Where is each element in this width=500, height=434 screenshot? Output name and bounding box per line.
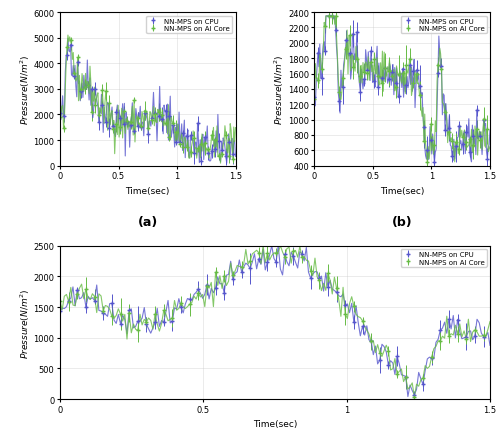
Y-axis label: $Pressure(N/m^2)$: $Pressure(N/m^2)$ [273,55,286,125]
X-axis label: Time(sec): Time(sec) [253,419,297,428]
Legend: NN-MPS on CPU, NN-MPS on AI Core: NN-MPS on CPU, NN-MPS on AI Core [400,250,486,267]
Text: (a): (a) [138,215,158,228]
Text: (b): (b) [392,215,412,228]
Legend: NN-MPS on CPU, NN-MPS on AI Core: NN-MPS on CPU, NN-MPS on AI Core [400,16,486,34]
Y-axis label: $Pressure(N/m^2)$: $Pressure(N/m^2)$ [18,55,32,125]
X-axis label: Time(sec): Time(sec) [380,186,424,195]
X-axis label: Time(sec): Time(sec) [126,186,170,195]
Y-axis label: $Pressure(N/m^2)$: $Pressure(N/m^2)$ [18,287,32,358]
Legend: NN-MPS on CPU, NN-MPS on AI Core: NN-MPS on CPU, NN-MPS on AI Core [146,16,232,34]
